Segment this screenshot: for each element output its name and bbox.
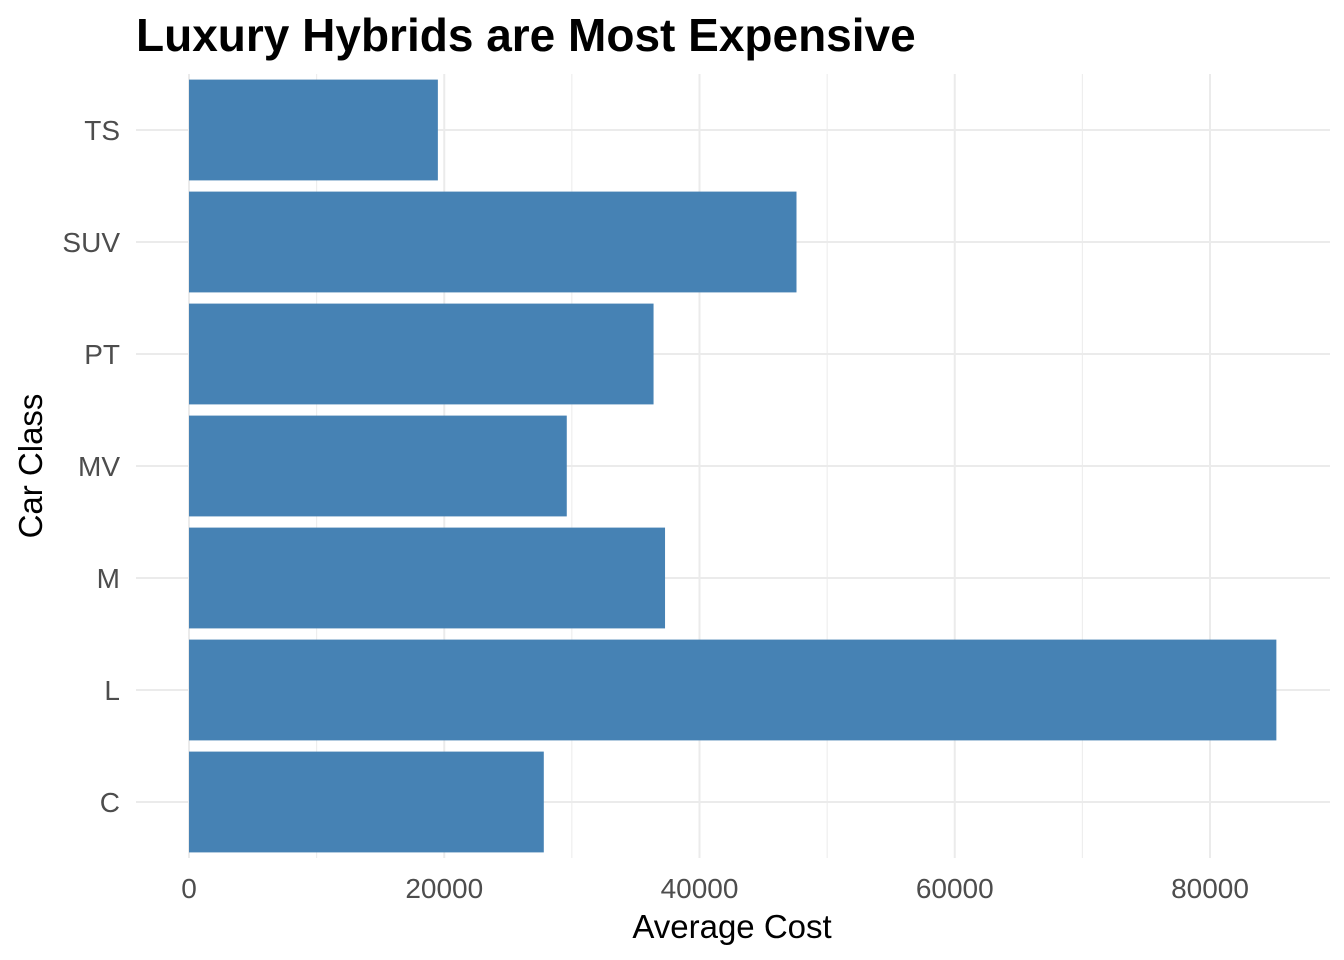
x-axis-title: Average Cost [632,908,831,945]
y-tick-label: M [97,563,120,594]
x-tick-label: 20000 [405,873,483,904]
y-tick-label: TS [84,115,120,146]
bar-c [189,751,544,853]
bar-suv [189,191,797,293]
bars [189,79,1277,853]
x-tick-label: 60000 [916,873,994,904]
chart-title: Luxury Hybrids are Most Expensive [136,9,916,61]
x-tick-label: 40000 [661,873,739,904]
x-axis-ticks: 0 20000 40000 60000 80000 [181,873,1249,904]
bar-pt [189,303,654,405]
y-axis-title: Car Class [12,394,49,539]
y-tick-label: SUV [62,227,120,258]
y-tick-label: PT [84,339,120,370]
x-tick-label: 80000 [1171,873,1249,904]
bar-mv [189,415,567,517]
x-tick-label: 0 [181,873,197,904]
y-tick-label: C [100,787,120,818]
bar-m [189,527,666,629]
bar-ts [189,79,438,181]
y-axis-ticks: C L M MV PT SUV TS [62,115,120,818]
bar-l [189,639,1277,741]
y-tick-label: MV [78,451,120,482]
y-tick-label: L [104,675,120,706]
